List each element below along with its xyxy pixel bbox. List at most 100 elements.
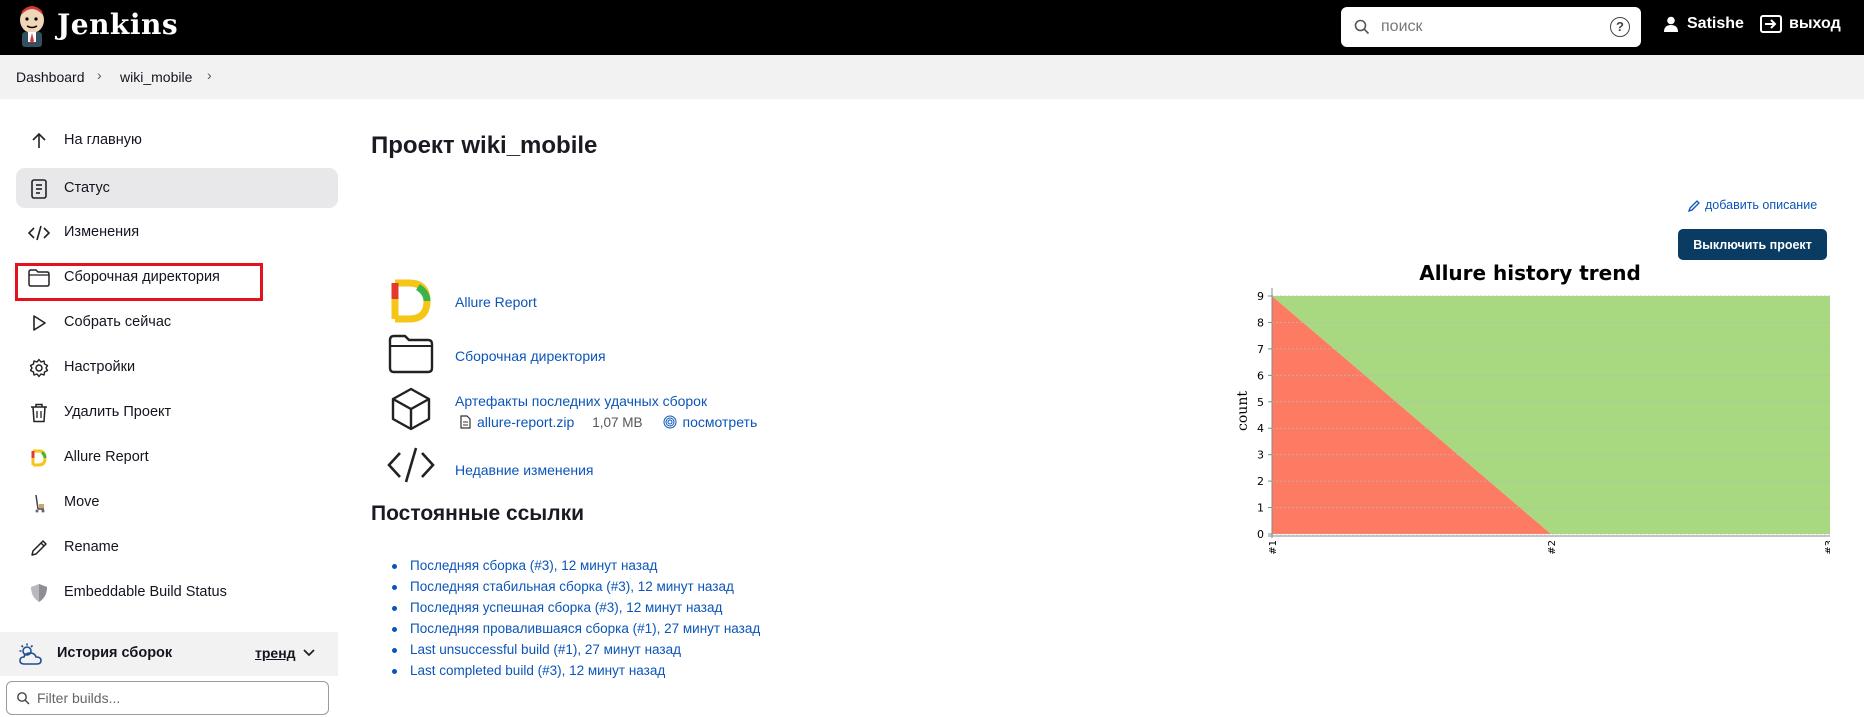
arrow-up-icon bbox=[28, 130, 50, 152]
breadcrumb-project[interactable]: wiki_mobile bbox=[120, 69, 193, 85]
status-doc-icon bbox=[28, 178, 50, 200]
code-icon[interactable] bbox=[387, 442, 435, 488]
fingerprint-icon[interactable] bbox=[663, 415, 677, 429]
chart-title: Allure history trend bbox=[1419, 261, 1641, 285]
breadcrumb: Dashboard › wiki_mobile › bbox=[0, 55, 1864, 99]
recent-changes-link[interactable]: Недавние изменения bbox=[455, 462, 594, 478]
file-icon bbox=[460, 415, 471, 429]
artifact-view-link[interactable]: посмотреть bbox=[682, 414, 758, 430]
pencil-icon bbox=[1688, 199, 1700, 212]
user-menu[interactable]: Satishe bbox=[1663, 15, 1744, 33]
allure-history-trend-chart[interactable]: Allure history trend count 0 1 2 3 4 5 6 7 8 9 #1 #… bbox=[1230, 258, 1830, 568]
filter-builds-input[interactable] bbox=[37, 689, 317, 707]
top-header: Jenkins ? Satishe выход bbox=[0, 0, 1864, 55]
artifact-row: allure-report.zip 1,07 MB посмотреть bbox=[460, 414, 757, 430]
sidebar-item-label: Настройки bbox=[64, 359, 136, 375]
shield-icon bbox=[28, 582, 50, 604]
artifact-file-link[interactable]: allure-report.zip bbox=[477, 414, 575, 430]
search-input[interactable] bbox=[1381, 15, 1591, 39]
sidebar-item-label: Move bbox=[64, 494, 100, 510]
permalink-item[interactable]: Last unsuccessful build (#1), 27 минут н… bbox=[392, 642, 760, 663]
move-icon bbox=[28, 492, 50, 514]
y-tick-label: 1 bbox=[1257, 502, 1264, 515]
user-icon bbox=[1664, 16, 1678, 32]
filter-builds[interactable] bbox=[6, 681, 329, 715]
y-tick-label: 5 bbox=[1257, 396, 1264, 409]
sidebar-item-label: Удалить Проект bbox=[64, 404, 172, 420]
chart-ylabel: count bbox=[1235, 391, 1251, 431]
sidebar-item-status[interactable]: Статус bbox=[16, 168, 338, 208]
logout-icon bbox=[1760, 15, 1782, 33]
sidebar-item-rename[interactable]: Rename bbox=[16, 527, 338, 567]
brand-title[interactable]: Jenkins bbox=[57, 8, 179, 41]
allure-report-link[interactable]: Allure Report bbox=[455, 294, 537, 310]
y-tick-label: 3 bbox=[1257, 449, 1264, 462]
y-tick-label: 8 bbox=[1257, 316, 1264, 329]
sidebar-item-label: Статус bbox=[64, 180, 110, 196]
page-title: Проект wiki_mobile bbox=[371, 132, 598, 159]
search-box[interactable]: ? bbox=[1341, 7, 1641, 47]
breadcrumb-dashboard[interactable]: Dashboard bbox=[16, 69, 85, 85]
sidebar-item-settings[interactable]: Настройки bbox=[16, 347, 338, 387]
pencil-icon bbox=[28, 537, 50, 559]
allure-icon[interactable] bbox=[387, 278, 435, 324]
artifact-size: 1,07 MB bbox=[592, 414, 643, 430]
sidebar-item-label: Rename bbox=[64, 539, 119, 555]
build-history-header[interactable]: История сборок тренд bbox=[0, 632, 338, 676]
search-icon bbox=[1354, 19, 1370, 35]
highlight-box bbox=[15, 263, 263, 301]
permalink-item[interactable]: Последняя провалившаяся сборка (#1), 27 … bbox=[392, 621, 760, 642]
sidebar-item-allure-report[interactable]: Allure Report bbox=[16, 437, 338, 477]
gear-icon bbox=[28, 357, 50, 379]
permalinks-list: Последняя сборка (#3), 12 минут назад По… bbox=[392, 558, 760, 684]
permalink-item[interactable]: Последняя стабильная сборка (#3), 12 мин… bbox=[392, 579, 760, 600]
chevron-down-icon[interactable] bbox=[302, 646, 316, 660]
last-artifacts-link[interactable]: Артефакты последних удачных сборок bbox=[455, 393, 708, 409]
code-icon bbox=[28, 222, 50, 244]
allure-icon bbox=[28, 447, 50, 469]
add-description-link[interactable]: добавить описание bbox=[1688, 198, 1817, 212]
chevron-right-icon: › bbox=[97, 67, 102, 83]
add-description-label: добавить описание bbox=[1705, 198, 1818, 212]
play-icon bbox=[28, 312, 50, 334]
sidebar-item-changes[interactable]: Изменения bbox=[16, 212, 338, 252]
x-tick-label: #2 bbox=[1547, 540, 1558, 555]
sidebar-item-embeddable-status[interactable]: Embeddable Build Status bbox=[16, 572, 338, 612]
workspace-link[interactable]: Сборочная директория bbox=[455, 348, 606, 364]
permalink-item[interactable]: Последняя успешная сборка (#3), 12 минут… bbox=[392, 600, 760, 621]
y-tick-label: 6 bbox=[1257, 369, 1264, 382]
permalink-item[interactable]: Last completed build (#3), 12 минут наза… bbox=[392, 663, 760, 684]
sidebar-item-label: Embeddable Build Status bbox=[64, 584, 227, 600]
sidebar-item-label: На главную bbox=[64, 132, 142, 148]
permalinks-title: Постоянные ссылки bbox=[371, 502, 585, 525]
sidebar-item-move[interactable]: Move bbox=[16, 482, 338, 522]
user-name: Satishe bbox=[1687, 15, 1744, 32]
sidebar-item-label: Изменения bbox=[64, 224, 140, 240]
sidebar-item-label: Allure Report bbox=[64, 449, 149, 465]
build-history-title: История сборок bbox=[57, 645, 173, 661]
folder-icon[interactable] bbox=[387, 331, 435, 377]
package-icon[interactable] bbox=[387, 386, 435, 432]
chevron-right-icon[interactable]: › bbox=[207, 67, 212, 83]
sidebar-item-build-now[interactable]: Собрать сейчас bbox=[16, 302, 338, 342]
logout-button[interactable]: выход bbox=[1760, 15, 1841, 33]
search-icon bbox=[17, 692, 30, 705]
jenkins-logo-icon[interactable] bbox=[16, 5, 48, 49]
sidebar-item-workspace[interactable]: Сборочная директория bbox=[16, 257, 338, 297]
disable-project-button[interactable]: Выключить проект bbox=[1678, 229, 1827, 260]
sidebar-item-delete-project[interactable]: Удалить Проект bbox=[16, 392, 338, 432]
trend-link[interactable]: тренд bbox=[255, 645, 296, 661]
help-icon[interactable]: ? bbox=[1610, 17, 1630, 37]
area-series-failed bbox=[1272, 296, 1830, 534]
y-tick-label: 4 bbox=[1257, 422, 1264, 435]
y-tick-label: 2 bbox=[1257, 475, 1264, 488]
permalink-item[interactable]: Последняя сборка (#3), 12 минут назад bbox=[392, 558, 760, 579]
trash-icon bbox=[28, 402, 50, 424]
sidebar-item-home[interactable]: На главную bbox=[16, 120, 338, 160]
chart-plot: 0 1 2 3 4 5 6 7 8 9 #1 #2 #3 bbox=[1257, 288, 1830, 555]
y-tick-label: 0 bbox=[1257, 528, 1264, 541]
logout-label: выход bbox=[1789, 15, 1841, 32]
weather-icon bbox=[19, 643, 42, 665]
x-tick-label: #3 bbox=[1824, 540, 1830, 555]
y-tick-label: 7 bbox=[1257, 343, 1264, 356]
